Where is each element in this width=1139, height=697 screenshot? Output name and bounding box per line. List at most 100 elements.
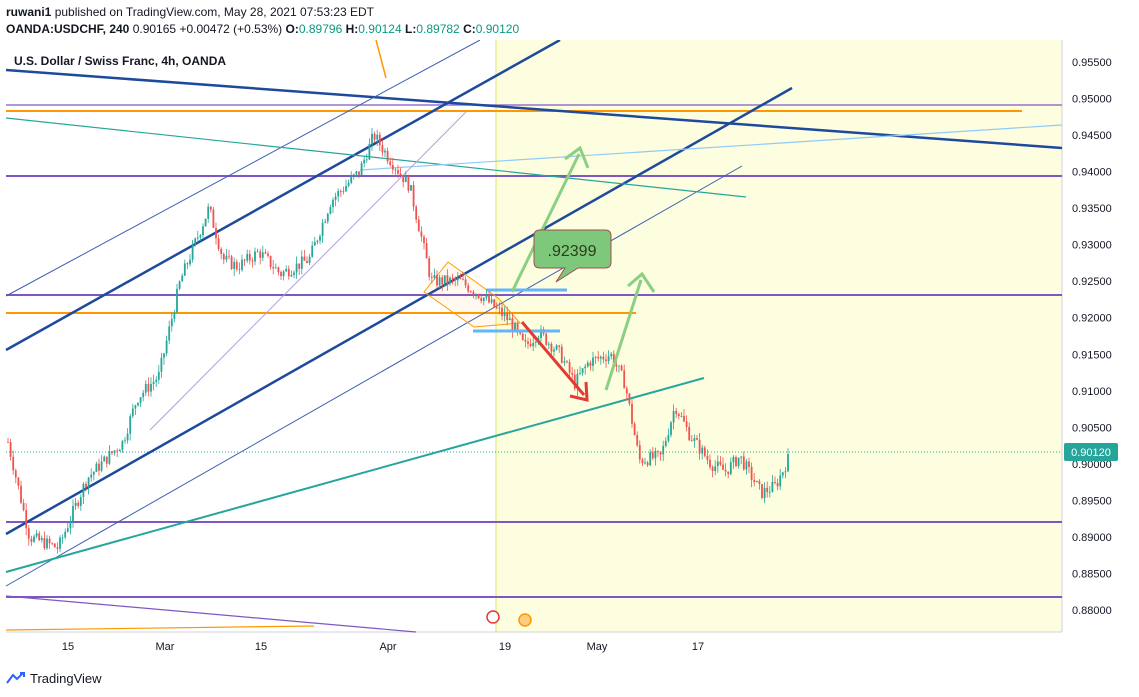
chart-title: U.S. Dollar / Swiss Franc, 4h, OANDA [14, 54, 226, 68]
long-downtrend-line[interactable] [5, 68, 1063, 150]
candle-body [230, 256, 233, 269]
candle-body [402, 175, 405, 183]
candle-body [472, 291, 475, 295]
price-tick-label: 0.90000 [1072, 459, 1112, 471]
event-icon[interactable] [518, 613, 532, 627]
candle-body [711, 467, 714, 472]
candle-body [475, 294, 477, 295]
candle-body [225, 255, 228, 260]
candle-body [623, 370, 626, 389]
candle-body [168, 326, 171, 341]
candle-body [399, 173, 402, 176]
candle-body [365, 159, 368, 161]
candle-body [251, 260, 254, 262]
candle-body [498, 307, 501, 309]
candle-body [207, 206, 210, 219]
candle-body [607, 356, 610, 362]
green-arrow-2-head[interactable] [627, 271, 656, 293]
channel-lower-line[interactable] [5, 86, 793, 536]
candle-body [319, 236, 321, 241]
price-tick-label: 0.91000 [1072, 386, 1112, 398]
candle-body [594, 356, 597, 358]
top-orange-stub[interactable] [375, 40, 387, 79]
candle-body [573, 374, 576, 389]
candle-body [33, 536, 35, 542]
candle-body [139, 397, 142, 403]
time-tick-label: May [587, 641, 608, 653]
price-tick-label: 0.89000 [1072, 532, 1112, 544]
red-arrow-shaft[interactable] [520, 321, 586, 396]
candle-body [748, 461, 750, 467]
candle-body [228, 255, 230, 257]
green-arrow-1-head[interactable] [564, 145, 590, 169]
candle-body [264, 252, 267, 254]
price-chart[interactable]: U.S. Dollar / Swiss Franc, 4h, OANDA [0, 40, 1139, 665]
price-tick-label: 0.92000 [1072, 313, 1112, 325]
price-tick-label: 0.93500 [1072, 203, 1112, 215]
time-tick-label: Mar [156, 641, 175, 653]
candle-body [178, 281, 181, 289]
candle-body [506, 313, 509, 321]
candle-body [485, 295, 488, 298]
candle-body [355, 171, 358, 175]
username[interactable]: ruwani1 [6, 5, 52, 19]
low-value: 0.89782 [416, 22, 460, 36]
us-flag-icon[interactable] [486, 610, 500, 624]
channel-thin-upper[interactable] [5, 40, 481, 297]
candle-body [672, 410, 675, 423]
candle-body [246, 253, 249, 261]
published-text: published on TradingView.com, May 28, 20… [54, 5, 375, 19]
candle-body [131, 408, 134, 417]
candle-body [610, 353, 613, 357]
candle-body [415, 206, 418, 220]
lavender-line[interactable] [149, 111, 467, 431]
candle-body [787, 454, 789, 472]
low-label: L: [405, 22, 417, 36]
candle-body [160, 357, 163, 372]
candle-body [191, 244, 194, 260]
candle-body [412, 185, 415, 207]
candle-body [259, 251, 262, 258]
price-callout[interactable]: .92399 [533, 229, 612, 283]
bottom-purple-line[interactable] [5, 595, 417, 633]
green-arrow-1-shaft[interactable] [510, 153, 581, 293]
candle-body [316, 240, 319, 242]
light-blue-line[interactable] [359, 124, 1063, 171]
price-tick-label: 0.90500 [1072, 422, 1112, 434]
red-arrow-head[interactable] [569, 381, 589, 402]
channel-thin-lower[interactable] [5, 165, 743, 587]
teal-ascending-line[interactable] [5, 377, 705, 573]
economic-events[interactable] [486, 610, 532, 627]
bottom-orange-line[interactable] [5, 625, 315, 631]
candle-body [638, 445, 641, 460]
candle-body [771, 481, 774, 492]
candle-body [290, 274, 293, 277]
candle-body [98, 463, 100, 471]
open-label: O: [285, 22, 299, 36]
candle-body [576, 373, 579, 389]
green-arrow-2-shaft[interactable] [604, 279, 643, 391]
candle-body [514, 323, 516, 331]
close-value: 0.90120 [475, 22, 520, 36]
candle-body [550, 343, 553, 352]
channel-upper-line[interactable] [5, 40, 561, 352]
candle-body [215, 227, 217, 239]
candle-body [592, 357, 594, 366]
candle-body [339, 191, 342, 192]
candle-body [417, 219, 420, 232]
tradingview-brand[interactable]: TradingView [30, 670, 102, 686]
time-scale[interactable]: 15 Mar 15 Apr 19 May 17 [62, 641, 704, 653]
candle-body [56, 547, 59, 549]
candle-body [90, 474, 93, 478]
candle-body [732, 456, 735, 463]
teal-descending-line[interactable] [5, 117, 747, 198]
candle-body [373, 133, 376, 140]
candle-body [651, 452, 654, 459]
candle-body [137, 402, 139, 406]
candle-body [371, 133, 373, 144]
candle-body [644, 462, 646, 464]
candle-body [113, 450, 116, 454]
candlestick-series[interactable] [7, 127, 789, 554]
candle-body [337, 191, 340, 197]
price-scale[interactable]: 0.95500 0.95000 0.94500 0.94000 0.93500 0.930… [1072, 57, 1112, 617]
